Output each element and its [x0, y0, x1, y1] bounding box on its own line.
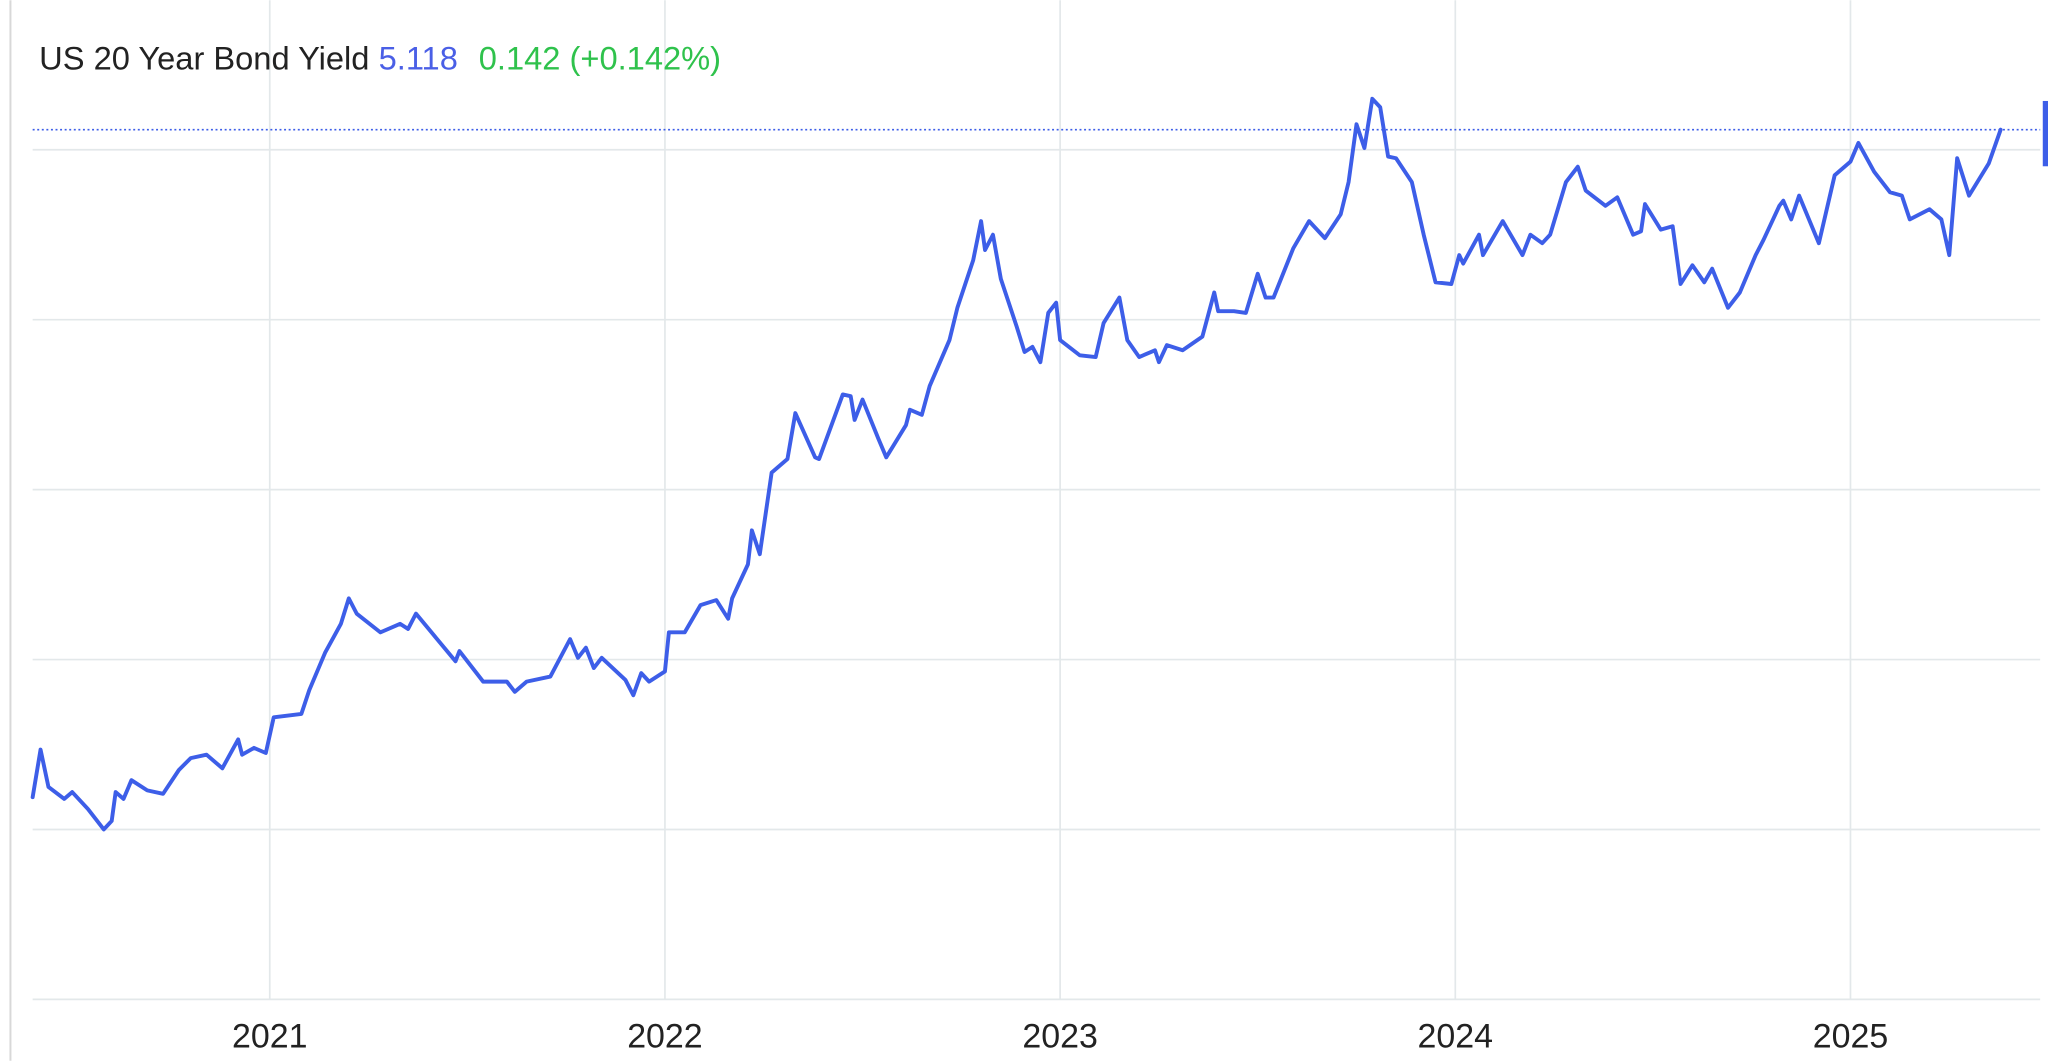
chart-title: US 20 Year Bond Yield: [39, 39, 369, 76]
last-value-marker: [2042, 100, 2048, 167]
x-tick-label: 2025: [1813, 1018, 1889, 1056]
x-tick-label: 2023: [1022, 1018, 1098, 1056]
x-tick-label: 2024: [1418, 1018, 1494, 1056]
data-line: [30, 96, 2003, 832]
x-tick-label: 2022: [627, 1018, 703, 1056]
x-tick-label: 2021: [232, 1018, 308, 1056]
plot: [30, 96, 2048, 832]
grid: 2021 2022 2023 2024 2025: [32, 0, 2041, 1056]
last-value: 5.118: [379, 39, 458, 76]
chart-header: US 20 Year Bond Yield 5.118 0.142 (+0.142%…: [39, 39, 721, 76]
change: 0.142 (+0.142%): [479, 39, 721, 76]
